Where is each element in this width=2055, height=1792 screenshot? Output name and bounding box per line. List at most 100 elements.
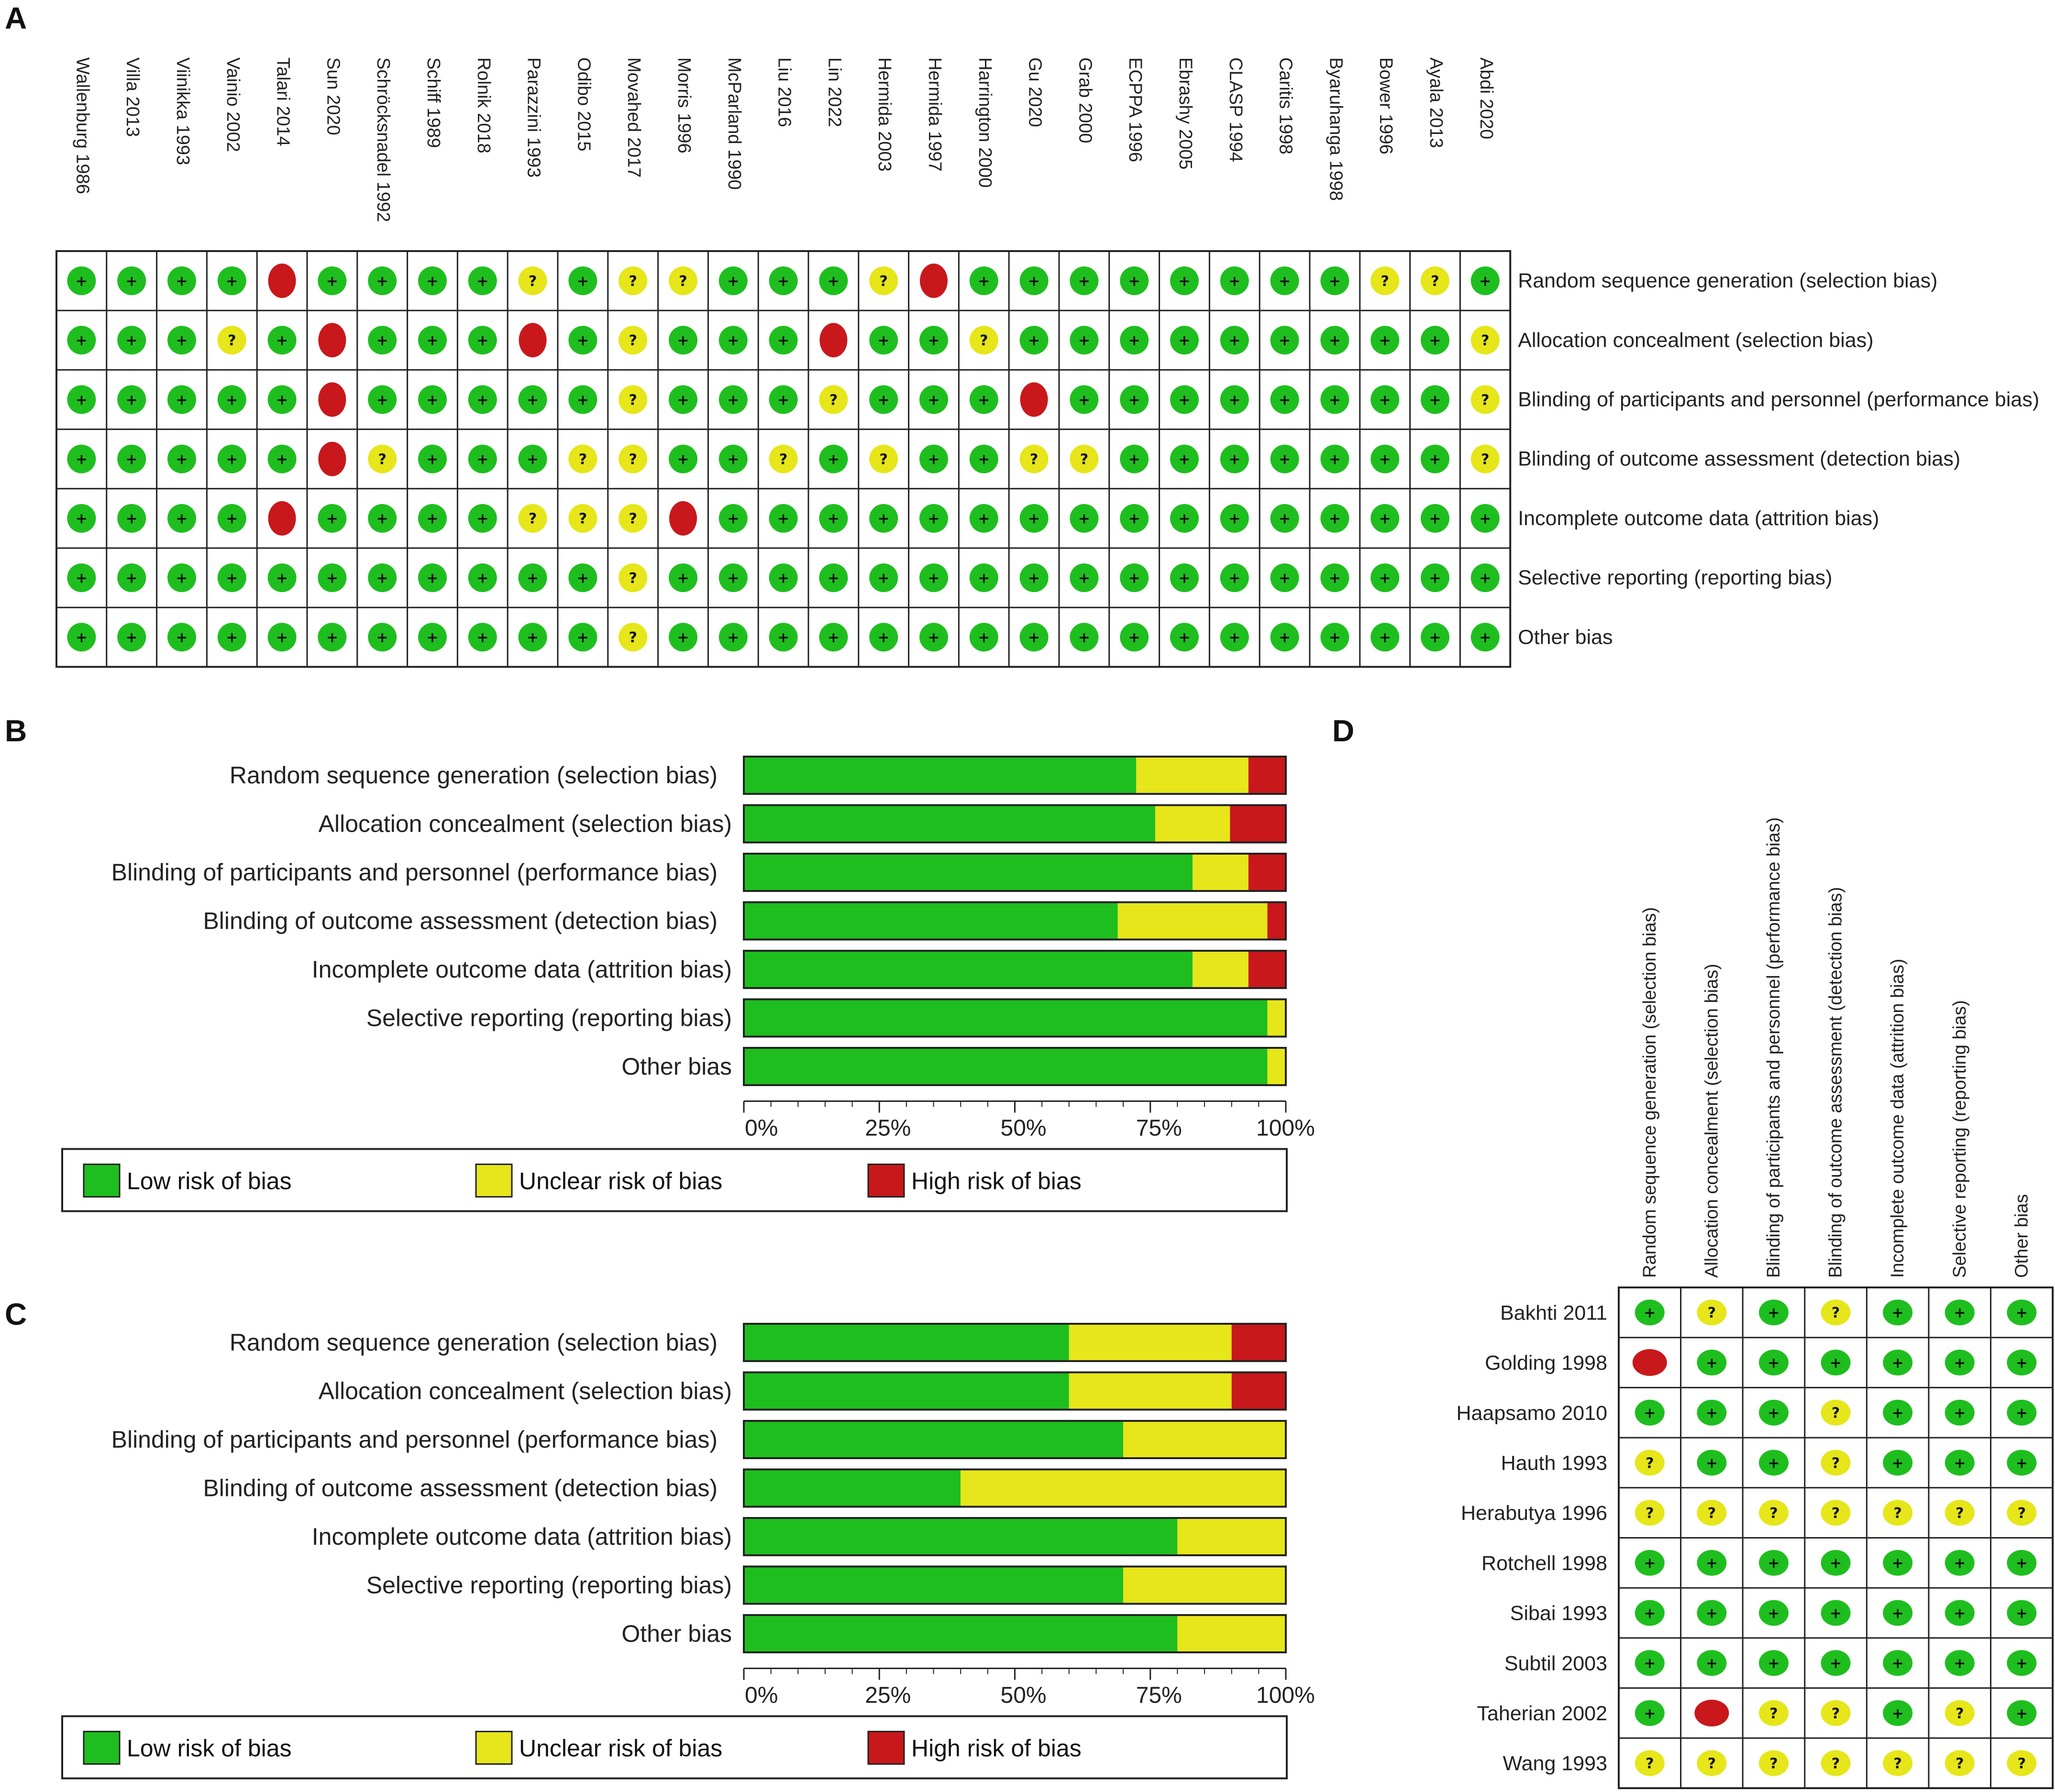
- judgement-cell: +: [267, 623, 297, 652]
- judgement-cell: +: [67, 504, 96, 533]
- judgement-low-dot: [1270, 326, 1299, 355]
- judgement-symbol: +: [828, 511, 840, 528]
- judgement-cell: +: [167, 623, 196, 652]
- judgement-low-dot: [267, 444, 297, 473]
- judgement-cell: ?: [1821, 1700, 1851, 1726]
- bar-segment-unclear: [1267, 1048, 1286, 1085]
- judgement-symbol: +: [1178, 332, 1190, 349]
- judgement-cell: [318, 441, 346, 476]
- judgement-symbol: +: [777, 570, 789, 587]
- judgement-cell: +: [919, 385, 948, 414]
- judgement-low-dot: [468, 504, 497, 533]
- judgement-high-dot: [1694, 1699, 1729, 1726]
- legend-swatch-high: [867, 1164, 905, 1198]
- judgement-symbol: ?: [1030, 451, 1038, 468]
- judgement-symbol: +: [727, 511, 739, 528]
- judgement-cell: +: [117, 563, 146, 593]
- judgement-cell: +: [67, 266, 96, 296]
- judgement-low-dot: [1421, 504, 1449, 533]
- judgement-low-dot: [1220, 266, 1249, 296]
- judgement-symbol: +: [126, 451, 138, 468]
- study-label: Villa 2013: [122, 57, 143, 137]
- judgement-low-dot: [418, 385, 447, 414]
- bar-segment-low: [744, 999, 1268, 1037]
- judgement-low-dot: [1070, 266, 1099, 296]
- study-label: Hauth 1993: [1501, 1451, 1607, 1474]
- judgement-symbol: +: [126, 511, 138, 528]
- domain-label: Incomplete outcome data (attrition bias): [1518, 507, 1879, 530]
- judgement-cell: +: [468, 504, 497, 533]
- judgement-unclear-dot: [1821, 1500, 1851, 1526]
- domain-label: Incomplete outcome data (attrition bias): [1888, 959, 1908, 1278]
- judgement-symbol: +: [1706, 1655, 1718, 1672]
- judgement-cell: +: [518, 385, 547, 414]
- panel-label-c: C: [5, 1297, 27, 1331]
- judgement-cell: +: [869, 563, 898, 593]
- judgement-cell: +: [769, 623, 798, 652]
- judgement-low-dot: [267, 326, 297, 355]
- judgement-cell: ?: [669, 266, 697, 296]
- judgement-cell: ?: [1945, 1750, 1975, 1776]
- judgement-low-dot: [318, 504, 347, 533]
- judgement-unclear-dot: [1635, 1450, 1665, 1476]
- judgement-low-dot: [969, 563, 998, 593]
- judgement-symbol: ?: [1956, 1755, 1964, 1772]
- judgement-cell: +: [1697, 1350, 1727, 1376]
- study-label: Sun 2020: [323, 57, 343, 135]
- category-label: Random sequence generation (selection bi…: [230, 762, 718, 789]
- domain-label: Blinding of participants and personnel (…: [1764, 817, 1784, 1278]
- judgement-cell: +: [769, 266, 798, 296]
- judgement-cell: ?: [1421, 266, 1449, 296]
- judgement-cell: +: [468, 444, 497, 473]
- judgement-unclear-dot: [869, 444, 898, 473]
- judgement-cell: +: [1370, 504, 1400, 533]
- judgement-symbol: +: [1892, 1555, 1904, 1572]
- judgement-cell: +: [1270, 504, 1299, 533]
- judgement-cell: +: [1821, 1350, 1851, 1376]
- judgement-unclear-dot: [619, 444, 648, 473]
- study-label: Golding 1998: [1485, 1352, 1607, 1374]
- judgement-symbol: ?: [879, 451, 887, 468]
- judgement-cell: +: [217, 563, 246, 593]
- judgement-low-dot: [1220, 563, 1249, 593]
- judgement-low-dot: [67, 266, 96, 296]
- judgement-low-dot: [217, 563, 246, 593]
- judgement-cell: +: [1635, 1399, 1665, 1426]
- judgement-symbol: ?: [1893, 1505, 1901, 1522]
- judgement-cell: ?: [1759, 1750, 1789, 1776]
- judgement-cell: +: [718, 504, 748, 533]
- bar-segment-low: [744, 1048, 1268, 1085]
- judgement-symbol: ?: [529, 511, 537, 528]
- judgement-low-dot: [1883, 1700, 1913, 1726]
- judgement-low-dot: [518, 623, 547, 652]
- judgement-symbol: +: [777, 629, 789, 646]
- judgement-cell: +: [217, 623, 246, 652]
- judgement-low-dot: [769, 563, 798, 593]
- judgement-low-dot: [418, 563, 447, 593]
- study-label: Grab 2000: [1075, 57, 1095, 143]
- judgement-cell: +: [1883, 1550, 1913, 1576]
- judgement-cell: +: [718, 326, 748, 355]
- judgement-low-dot: [919, 623, 948, 652]
- judgement-symbol: ?: [629, 629, 637, 646]
- judgement-unclear-dot: [1470, 444, 1500, 473]
- judgement-low-dot: [368, 266, 397, 296]
- judgement-symbol: +: [2016, 1355, 2028, 1372]
- judgement-cell: +: [669, 563, 697, 593]
- judgement-cell: +: [1070, 326, 1099, 355]
- judgement-cell: +: [1759, 1650, 1789, 1676]
- judgement-low-dot: [117, 563, 146, 593]
- judgement-symbol: +: [226, 451, 238, 468]
- judgement-cell: +: [1883, 1700, 1913, 1726]
- judgement-cell: +: [1759, 1350, 1789, 1376]
- judgement-low-dot: [1170, 623, 1199, 652]
- judgement-low-dot: [919, 385, 948, 414]
- judgement-low-dot: [468, 623, 497, 652]
- judgement-symbol: +: [1379, 332, 1391, 349]
- panel-c-bar-chart: Random sequence generation (selection bi…: [61, 1323, 1315, 1780]
- judgement-cell: +: [1759, 1399, 1789, 1426]
- judgement-symbol: +: [1892, 1705, 1904, 1722]
- judgement-unclear-dot: [518, 266, 547, 296]
- judgement-low-dot: [1270, 266, 1299, 296]
- bar-outline: [743, 1468, 1287, 1508]
